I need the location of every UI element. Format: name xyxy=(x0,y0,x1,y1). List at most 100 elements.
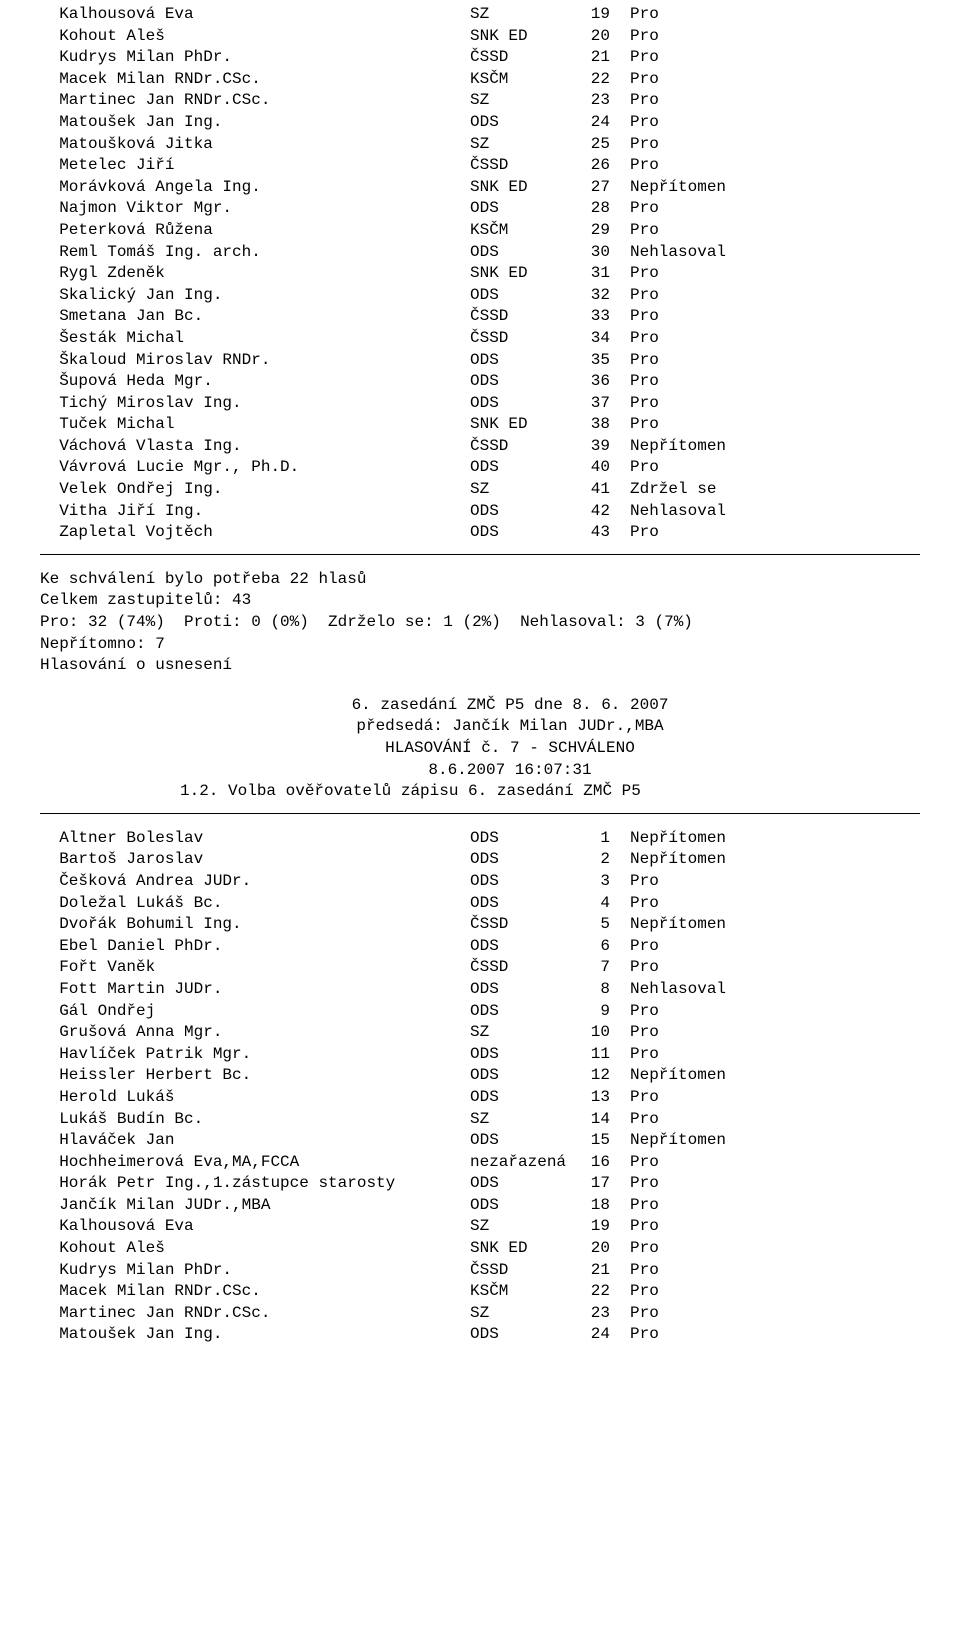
table-row: Doležal Lukáš Bc.ODS4 Pro xyxy=(40,893,920,915)
table-row: Metelec JiříČSSD26 Pro xyxy=(40,155,920,177)
table-row: Váchová Vlasta Ing.ČSSD39 Nepřítomen xyxy=(40,436,920,458)
cell-party: ODS xyxy=(470,1087,580,1109)
cell-party: SZ xyxy=(470,4,580,26)
cell-number: 18 xyxy=(580,1195,610,1217)
cell-number: 14 xyxy=(580,1109,610,1131)
cell-vote: Pro xyxy=(630,893,920,915)
cell-vote: Pro xyxy=(630,1260,920,1282)
cell-number: 22 xyxy=(580,1281,610,1303)
cell-number: 13 xyxy=(580,1087,610,1109)
cell-number: 20 xyxy=(580,26,610,48)
cell-vote: Pro xyxy=(630,371,920,393)
cell-number: 10 xyxy=(580,1022,610,1044)
cell-name: Matoušková Jitka xyxy=(40,134,470,156)
cell-number: 43 xyxy=(580,522,610,544)
cell-vote: Pro xyxy=(630,263,920,285)
table-row: Vávrová Lucie Mgr., Ph.D.ODS40 Pro xyxy=(40,457,920,479)
summary-line: Celkem zastupitelů: 43 xyxy=(40,590,920,612)
cell-number: 21 xyxy=(580,1260,610,1282)
cell-number: 5 xyxy=(580,914,610,936)
cell-number: 7 xyxy=(580,957,610,979)
cell-vote: Pro xyxy=(630,957,920,979)
summary-block: Ke schválení bylo potřeba 22 hlasů Celke… xyxy=(40,569,920,677)
cell-vote: Zdržel se xyxy=(630,479,920,501)
cell-vote: Pro xyxy=(630,1109,920,1131)
table-row: Reml Tomáš Ing. arch.ODS30 Nehlasoval xyxy=(40,242,920,264)
cell-name: Reml Tomáš Ing. arch. xyxy=(40,242,470,264)
cell-number: 8 xyxy=(580,979,610,1001)
table-row: Kudrys Milan PhDr.ČSSD21 Pro xyxy=(40,47,920,69)
cell-name: Kohout Aleš xyxy=(40,1238,470,1260)
table-row: Škaloud Miroslav RNDr.ODS35 Pro xyxy=(40,350,920,372)
cell-vote: Pro xyxy=(630,47,920,69)
cell-vote: Pro xyxy=(630,1281,920,1303)
cell-vote: Pro xyxy=(630,1044,920,1066)
cell-name: Velek Ondřej Ing. xyxy=(40,479,470,501)
cell-vote: Pro xyxy=(630,1152,920,1174)
cell-name: Váchová Vlasta Ing. xyxy=(40,436,470,458)
summary-line: Ke schválení bylo potřeba 22 hlasů xyxy=(40,569,920,591)
cell-name: Zapletal Vojtěch xyxy=(40,522,470,544)
cell-name: Jančík Milan JUDr.,MBA xyxy=(40,1195,470,1217)
cell-number: 26 xyxy=(580,155,610,177)
cell-vote: Nehlasoval xyxy=(630,501,920,523)
cell-name: Dvořák Bohumil Ing. xyxy=(40,914,470,936)
cell-vote: Pro xyxy=(630,306,920,328)
cell-name: Rygl Zdeněk xyxy=(40,263,470,285)
cell-name: Najmon Viktor Mgr. xyxy=(40,198,470,220)
header-line: 6. zasedání ZMČ P5 dne 8. 6. 2007 xyxy=(40,695,920,717)
table-row: Dvořák Bohumil Ing.ČSSD5 Nepřítomen xyxy=(40,914,920,936)
cell-vote: Pro xyxy=(630,393,920,415)
cell-party: ČSSD xyxy=(470,328,580,350)
cell-number: 19 xyxy=(580,1216,610,1238)
cell-name: Matoušek Jan Ing. xyxy=(40,1324,470,1346)
cell-name: Martinec Jan RNDr.CSc. xyxy=(40,90,470,112)
divider xyxy=(40,554,920,555)
cell-vote: Pro xyxy=(630,1324,920,1346)
cell-name: Kohout Aleš xyxy=(40,26,470,48)
cell-party: ODS xyxy=(470,242,580,264)
cell-name: Škaloud Miroslav RNDr. xyxy=(40,350,470,372)
cell-name: Fott Martin JUDr. xyxy=(40,979,470,1001)
cell-name: Grušová Anna Mgr. xyxy=(40,1022,470,1044)
cell-number: 24 xyxy=(580,112,610,134)
table-row: Matoušek Jan Ing.ODS24 Pro xyxy=(40,112,920,134)
cell-name: Morávková Angela Ing. xyxy=(40,177,470,199)
cell-vote: Pro xyxy=(630,198,920,220)
summary-line: Nepřítomno: 7 xyxy=(40,634,920,656)
cell-party: ČSSD xyxy=(470,914,580,936)
cell-vote: Nepřítomen xyxy=(630,1130,920,1152)
table-row: Peterková RůženaKSČM29 Pro xyxy=(40,220,920,242)
cell-name: Smetana Jan Bc. xyxy=(40,306,470,328)
table-row: Tuček MichalSNK ED38 Pro xyxy=(40,414,920,436)
cell-vote: Nepřítomen xyxy=(630,914,920,936)
cell-name: Češková Andrea JUDr. xyxy=(40,871,470,893)
cell-vote: Pro xyxy=(630,1022,920,1044)
cell-name: Bartoš Jaroslav xyxy=(40,849,470,871)
cell-name: Macek Milan RNDr.CSc. xyxy=(40,1281,470,1303)
table-row: Herold LukášODS13 Pro xyxy=(40,1087,920,1109)
cell-party: ODS xyxy=(470,522,580,544)
cell-name: Hochheimerová Eva,MA,FCCA xyxy=(40,1152,470,1174)
cell-name: Šupová Heda Mgr. xyxy=(40,371,470,393)
table-row: Tichý Miroslav Ing.ODS37 Pro xyxy=(40,393,920,415)
cell-number: 1 xyxy=(580,828,610,850)
cell-number: 29 xyxy=(580,220,610,242)
cell-party: SZ xyxy=(470,134,580,156)
cell-number: 35 xyxy=(580,350,610,372)
cell-number: 32 xyxy=(580,285,610,307)
table-row: Jančík Milan JUDr.,MBAODS18 Pro xyxy=(40,1195,920,1217)
cell-name: Kudrys Milan PhDr. xyxy=(40,1260,470,1282)
cell-party: ODS xyxy=(470,371,580,393)
cell-name: Tichý Miroslav Ing. xyxy=(40,393,470,415)
table-row: Šupová Heda Mgr.ODS36 Pro xyxy=(40,371,920,393)
cell-party: ODS xyxy=(470,112,580,134)
cell-party: ČSSD xyxy=(470,306,580,328)
cell-vote: Pro xyxy=(630,1303,920,1325)
cell-party: SZ xyxy=(470,1216,580,1238)
table-row: Vitha Jiří Ing.ODS42 Nehlasoval xyxy=(40,501,920,523)
cell-name: Martinec Jan RNDr.CSc. xyxy=(40,1303,470,1325)
cell-party: ODS xyxy=(470,936,580,958)
table-row: Kalhousová EvaSZ19 Pro xyxy=(40,4,920,26)
cell-party: ČSSD xyxy=(470,47,580,69)
